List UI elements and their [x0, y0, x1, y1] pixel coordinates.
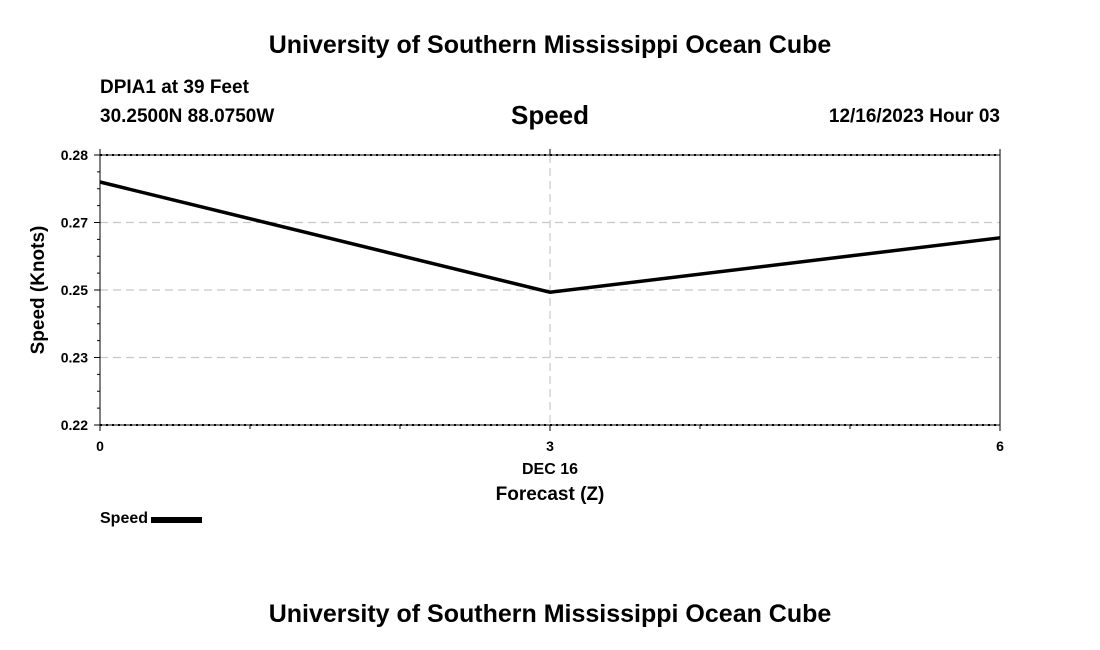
footer-title: University of Southern Mississippi Ocean…: [268, 600, 832, 628]
station-coordinates: 30.2500N 88.0750W: [100, 106, 275, 127]
ticks-layer: 0.22 0.23 0.25 0.27 0.28 0 3 6: [61, 147, 1004, 454]
x-tick-label: 0: [96, 438, 104, 454]
x-tick-label: 6: [996, 438, 1004, 454]
y-tick-label: 0.22: [61, 417, 88, 433]
grid-layer: [100, 155, 1000, 425]
y-tick-label: 0.23: [61, 350, 88, 366]
y-tick-label: 0.25: [61, 282, 88, 298]
data-point-speed: [549, 291, 551, 293]
x-date-label: DEC 16: [522, 461, 578, 478]
station-label: DPIA1 at 39 Feet: [100, 77, 249, 98]
legend-label-speed: Speed: [100, 510, 149, 527]
y-tick-label: 0.27: [61, 215, 88, 231]
series-layer: [99, 180, 1001, 295]
y-tick-label: 0.28: [61, 147, 88, 163]
chart-title: Speed: [510, 100, 590, 130]
data-point-speed: [99, 181, 101, 183]
data-point-speed: [999, 237, 1001, 239]
y-axis-label: Speed (Knots): [28, 226, 49, 355]
x-tick-label: 3: [546, 438, 554, 454]
chart-main-title: University of Southern Mississippi Ocean…: [268, 31, 832, 59]
legend-swatch-speed: [151, 517, 203, 523]
legend: Speed: [100, 510, 203, 528]
x-axis-label: Forecast (Z): [496, 484, 605, 505]
forecast-timestamp: 12/16/2023 Hour 03: [828, 106, 1000, 127]
